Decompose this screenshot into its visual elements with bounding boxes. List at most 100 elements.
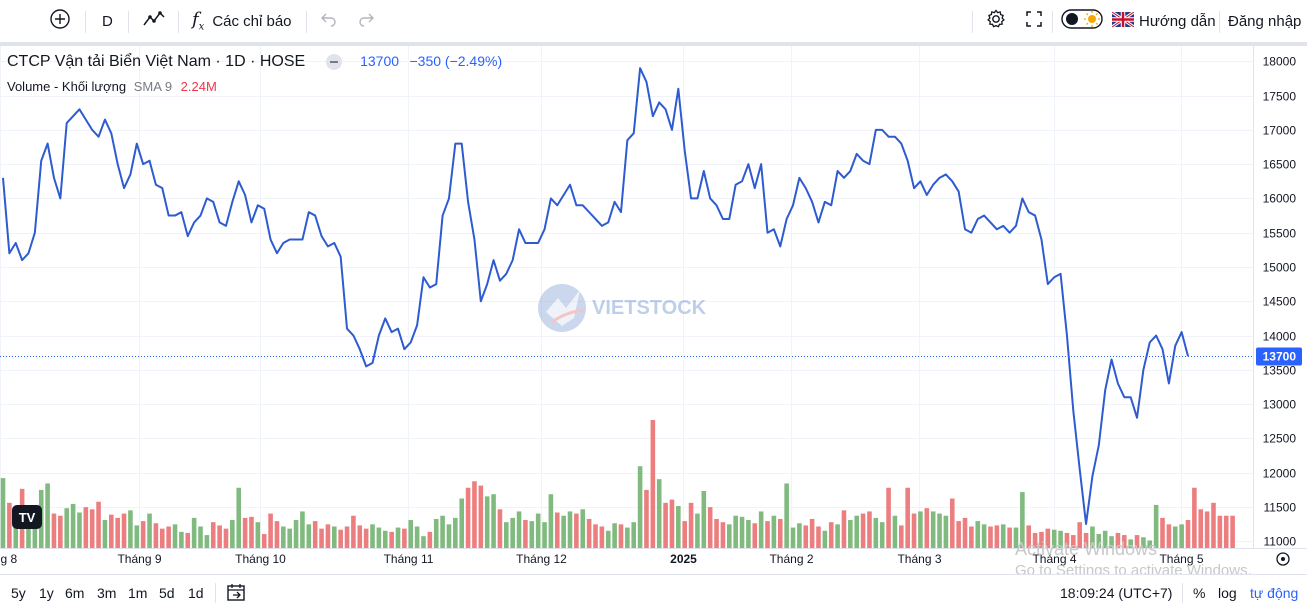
volume-bar: [892, 515, 898, 548]
y-tick-label: 16000: [1263, 192, 1297, 206]
range-1y-button[interactable]: 1y: [39, 575, 54, 611]
volume-bar: [841, 510, 847, 548]
volume-bar: [535, 513, 541, 548]
volume-bar: [835, 524, 840, 548]
volume-bar: [1134, 535, 1140, 548]
range-5d-button[interactable]: 5d: [159, 575, 175, 611]
volume-bar: [472, 481, 477, 548]
volume-bar: [45, 483, 50, 548]
price-chart[interactable]: 11000 11500 12000 12500 13000 13500 14000 14500…: [0, 0, 1307, 570]
range-5y-button[interactable]: 5y: [11, 575, 26, 611]
volume-bar: [879, 522, 885, 548]
volume-bar: [402, 528, 407, 548]
line-chart-icon: [142, 9, 166, 33]
volume-bar: [1128, 539, 1133, 548]
volume-bar: [32, 510, 38, 548]
volume-bar: [1198, 509, 1204, 548]
clock-time[interactable]: 18:09:24 (UTC+7): [1060, 575, 1172, 611]
time-label: 18:09:24 (UTC+7): [1060, 585, 1173, 601]
range-1m-button[interactable]: 1m: [128, 575, 147, 611]
axis-settings-icon[interactable]: [1276, 552, 1290, 566]
volume-bar: [1000, 524, 1006, 548]
volume-bar: [64, 508, 70, 548]
volume-bar: [1153, 504, 1159, 548]
percent-scale-button[interactable]: %: [1193, 575, 1205, 611]
activation-line1: Activate Windows: [1015, 539, 1158, 559]
range-label: 5d: [159, 585, 175, 601]
volume-bar: [96, 501, 101, 548]
last-price: 13700: [360, 53, 400, 69]
volume-bar: [1223, 515, 1229, 548]
undo-button[interactable]: [320, 0, 338, 42]
volume-bar: [440, 515, 445, 548]
volume-bar: [338, 529, 343, 548]
price-line: [0, 67, 1253, 526]
volume-bar: [433, 518, 439, 548]
x-tick-label: Tháng 12: [516, 552, 567, 566]
axis-settings-dot: [1281, 557, 1285, 561]
toolbar-divider: [215, 583, 216, 603]
y-tick-label: 18000: [1263, 55, 1297, 69]
log-scale-button[interactable]: log: [1218, 575, 1237, 611]
price-axis-bg: [1253, 46, 1307, 548]
interval-button[interactable]: D: [102, 0, 113, 42]
y-tick-label: 15500: [1263, 227, 1297, 241]
volume-bar: [1071, 535, 1076, 548]
legend-collapse-button[interactable]: [325, 53, 342, 70]
price-axis: 11000 11500 12000 12500 13000 13500 14000 14500…: [1253, 46, 1307, 549]
redo-button[interactable]: [357, 0, 375, 42]
volume-bar: [274, 521, 280, 548]
last-price-tag: [1256, 347, 1302, 366]
range-label: 1m: [128, 585, 148, 601]
volume-bar: [1045, 528, 1051, 548]
volume-bar: [975, 521, 981, 548]
sma-value: 2.24M: [180, 79, 217, 94]
volume-bar: [325, 524, 331, 548]
toolbar-divider: [178, 11, 179, 33]
login-button[interactable]: Đăng nhập: [1228, 0, 1301, 42]
volume-bar: [1211, 502, 1216, 548]
add-symbol-button[interactable]: [49, 0, 71, 42]
volume-bar: [618, 524, 624, 548]
volume-bar: [758, 511, 764, 548]
guide-button[interactable]: Hướng dẫn: [1111, 0, 1216, 42]
sma-label: SMA 9: [133, 79, 173, 94]
volume-bar: [446, 524, 452, 548]
volume-bar: [937, 513, 942, 548]
volume-bar: [1102, 530, 1108, 548]
volume-bar: [287, 528, 292, 548]
x-tick-label: Tháng 9: [117, 552, 161, 566]
chart-legend: CTCP Vận tải Biển Việt Nam · 1D · HOSE 1…: [7, 53, 502, 71]
percent-label: %: [1193, 585, 1206, 601]
settings-button[interactable]: [985, 0, 1007, 42]
fullscreen-button[interactable]: [1024, 0, 1044, 42]
indicators-button[interactable]: fx Các chỉ báo: [192, 0, 292, 42]
auto-scale-button[interactable]: tự động: [1250, 575, 1298, 611]
volume-bar: [1096, 534, 1102, 548]
volume-bar: [790, 527, 796, 548]
range-1d-button[interactable]: 1d: [188, 575, 204, 611]
go-to-date-button[interactable]: [226, 575, 246, 611]
volume-bar: [427, 531, 433, 548]
range-3m-button[interactable]: 3m: [97, 575, 116, 611]
chart-type-button[interactable]: [142, 0, 166, 42]
range-6m-button[interactable]: 6m: [65, 575, 84, 611]
volume-bar: [1192, 487, 1197, 548]
theme-toggle[interactable]: [1061, 0, 1103, 42]
guide-label: Hướng dẫn: [1139, 12, 1216, 30]
volume-bar: [312, 521, 318, 548]
time-axis: g 8 Tháng 9 Tháng 10 Tháng 11 Tháng 12 2025 Th…: [0, 548, 1307, 566]
y-tick-label: 17000: [1263, 124, 1297, 138]
volume-bar: [351, 515, 356, 548]
volume-bar: [281, 526, 286, 548]
volume-bar: [752, 523, 758, 548]
volume-bar: [408, 520, 414, 548]
volume-bar: [777, 518, 783, 548]
volume-bar: [491, 494, 496, 548]
volume-bar: [956, 521, 961, 548]
volume-bar: [357, 525, 363, 548]
volume-bar: [332, 526, 337, 548]
tradingview-logo[interactable]: TV: [12, 505, 42, 529]
toolbar-divider: [1182, 583, 1183, 603]
plus-circle-icon: [49, 8, 71, 34]
